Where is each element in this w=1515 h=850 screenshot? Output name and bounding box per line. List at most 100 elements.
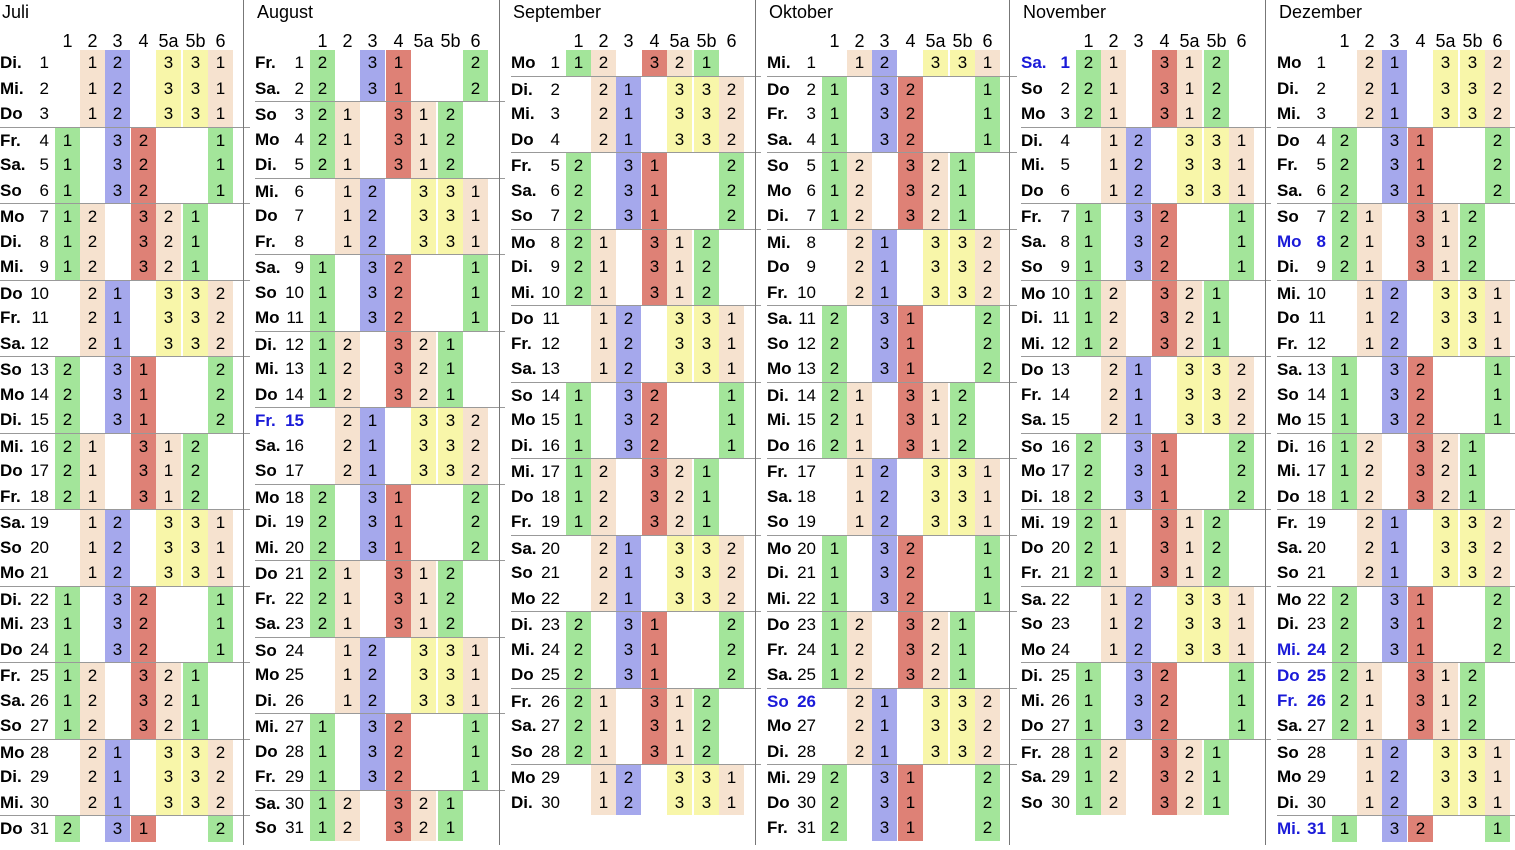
day-row: Di. 18 2 3 1 2 — [1021, 483, 1271, 509]
weekday-label: Do — [1021, 716, 1044, 735]
day-number: 1 — [1316, 53, 1326, 72]
day-number: 29 — [1307, 767, 1326, 786]
shift-cell: 2 — [1126, 177, 1151, 203]
weekday-label: Di. — [767, 741, 789, 761]
day-row: Fr. 18 2 1 3 1 2 — [0, 483, 250, 509]
shift-cell: 3 — [411, 687, 436, 713]
shift-cell: 3 — [950, 713, 975, 739]
shift-cell: 1 — [1229, 636, 1254, 662]
shift-cell — [183, 587, 208, 613]
day-row: Sa. 23 2 1 3 1 2 — [255, 611, 505, 637]
day-row: So 7 2 3 1 2 — [511, 203, 761, 229]
shift-cell: 1 — [1152, 458, 1177, 484]
weekday-label: So — [0, 180, 22, 200]
shift-cell: 1 — [411, 611, 436, 637]
shift-cell: 2 — [1332, 663, 1357, 689]
shift-cell: 2 — [1101, 305, 1126, 331]
shift-cell: 2 — [1076, 433, 1101, 459]
shift-cell — [131, 790, 156, 816]
shift-cell — [1177, 458, 1202, 484]
shift-cell: 1 — [591, 688, 616, 714]
day-number: 13 — [797, 359, 816, 378]
shift-cell — [975, 407, 1000, 433]
day-row: Fr. 5 2 3 1 2 — [511, 152, 761, 179]
shift-cell — [923, 815, 948, 841]
shift-cell: 2 — [438, 611, 463, 637]
weekday-label: Sa. — [511, 716, 537, 735]
shift-cell — [591, 383, 616, 409]
weekday-label: Di. — [0, 53, 22, 72]
shift-cell: 3 — [1152, 280, 1177, 306]
shift-cell: 1 — [310, 815, 335, 841]
weekday-label: Mi. — [511, 639, 535, 659]
shift-cell: 3 — [950, 483, 975, 509]
weekday-label: Mo — [1277, 767, 1302, 786]
column-header: 4 — [393, 31, 404, 51]
shift-cell — [1460, 611, 1485, 637]
shift-cell: 1 — [847, 483, 872, 509]
shift-cell — [55, 101, 80, 127]
day-number: 21 — [1307, 563, 1326, 582]
shift-cell: 1 — [208, 611, 233, 637]
day-number: 18 — [1051, 486, 1070, 506]
shift-cell: 1 — [591, 229, 616, 255]
shift-cell: 1 — [1101, 611, 1126, 637]
shift-cell — [183, 128, 208, 154]
shift-cell: 1 — [80, 560, 105, 586]
day-row: Di. 2 2 1 3 3 2 — [511, 75, 761, 102]
column-header: 5a — [925, 31, 946, 51]
shift-cell: 1 — [898, 815, 923, 841]
day-number: 20 — [797, 538, 816, 558]
shift-cell: 3 — [386, 126, 411, 152]
shift-cell — [310, 179, 335, 205]
shift-cell — [1460, 178, 1485, 204]
shift-cell: 1 — [55, 228, 80, 254]
day-number: 3 — [1060, 104, 1070, 123]
shift-cell: 1 — [463, 662, 488, 688]
shift-cell: 1 — [183, 204, 208, 230]
shift-cell: 1 — [386, 534, 411, 560]
shift-cell: 3 — [1204, 611, 1229, 637]
shift-cell: 2 — [566, 738, 591, 764]
shift-cell: 2 — [950, 382, 975, 408]
shift-cell: 2 — [1485, 50, 1510, 76]
column-header: 5a — [413, 31, 434, 51]
shift-cell — [1126, 281, 1151, 307]
shift-cell: 1 — [719, 382, 744, 408]
day-number: 21 — [797, 563, 816, 582]
weekday-label: Mo — [511, 232, 536, 252]
day-row: Mi. 12 1 2 3 2 1 — [1021, 330, 1271, 356]
day-row: Di. 12 1 2 3 2 1 — [255, 330, 505, 357]
day-row: Mi. 24 2 3 1 2 — [511, 636, 761, 662]
shift-cell: 3 — [616, 407, 641, 433]
day-number: 24 — [285, 640, 304, 660]
shift-cell: 2 — [1485, 510, 1510, 536]
shift-cell: 1 — [131, 381, 156, 407]
shift-cell — [1382, 663, 1407, 689]
shift-cell: 3 — [1433, 330, 1458, 356]
shift-cell: 2 — [719, 560, 744, 586]
shift-cell — [1101, 204, 1126, 230]
shift-cell — [616, 459, 641, 485]
column-header: 4 — [138, 31, 149, 51]
weekday-label: So — [1021, 792, 1043, 812]
shift-cell: 3 — [156, 534, 181, 560]
column-header: 2 — [854, 31, 865, 51]
shift-cell: 2 — [386, 305, 411, 331]
month-divider — [755, 0, 756, 845]
shift-cell: 3 — [360, 255, 385, 281]
shift-cell: 2 — [55, 407, 80, 433]
shift-cell — [1460, 637, 1485, 663]
weekday-label: Fr. — [1021, 563, 1042, 582]
shift-cell — [642, 331, 667, 357]
day-number: 1 — [550, 53, 560, 72]
shift-cell — [1460, 128, 1485, 154]
column-header: 5b — [440, 31, 461, 51]
shift-cell: 2 — [975, 713, 1000, 739]
weekday-label: Do — [1277, 308, 1300, 327]
shift-cell — [1433, 637, 1458, 663]
shift-cell — [1408, 764, 1433, 790]
shift-cell: 3 — [156, 789, 181, 815]
shift-cell: 1 — [847, 459, 872, 485]
